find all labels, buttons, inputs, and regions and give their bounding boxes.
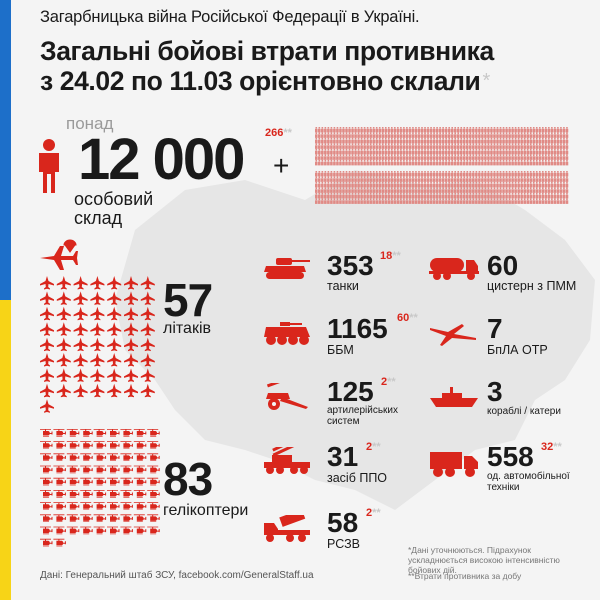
apc-value: 1165 <box>327 314 388 344</box>
tanks-value: 353 <box>327 251 374 281</box>
personnel-value: 12 000 <box>78 128 243 192</box>
uav-value: 7 <box>487 314 503 344</box>
mlrs-label: РСЗВ <box>327 538 360 551</box>
fuel-tanks-label: цистерн з ПММ <box>487 280 576 293</box>
artillery-icon <box>260 383 312 411</box>
uav-label: БпЛА ОТР <box>487 344 548 357</box>
air-defense-delta: 2** <box>366 441 381 453</box>
soldier-pictogram-grid-lower <box>315 171 569 207</box>
title-footnote-mark: * <box>482 70 489 92</box>
truck-icon <box>428 450 480 478</box>
title-line-1: Загальні бойові втрати противника <box>40 36 494 66</box>
person-icon <box>32 138 66 194</box>
fuel-tank-icon <box>428 255 480 281</box>
vehicles-label: од. автомобільної техніки <box>487 471 570 493</box>
helicopters-value: 83 <box>163 455 212 503</box>
apc-label: ББМ <box>327 344 354 357</box>
apc-delta: 60** <box>397 312 418 324</box>
flag-stripe-yellow <box>0 300 11 600</box>
source-credit: Дані: Генеральний штаб ЗСУ, facebook.com… <box>40 570 314 581</box>
ship-icon <box>428 385 480 409</box>
tank-icon <box>262 256 310 280</box>
jet-pictogram-grid <box>40 276 158 415</box>
personnel-plus: + <box>273 150 289 182</box>
helicopter-grid <box>40 428 162 554</box>
parachute-icon <box>63 239 77 253</box>
tanks-label: танки <box>327 280 359 293</box>
air-defense-icon <box>262 447 314 475</box>
helicopter-pictogram-grid <box>40 428 161 550</box>
personnel-delta: 266** <box>265 127 292 139</box>
vehicles-delta: 32** <box>541 441 562 453</box>
mlrs-delta: 2** <box>366 507 381 519</box>
mlrs-value: 58 <box>327 508 358 538</box>
air-defense-label: засіб ППО <box>327 472 387 485</box>
apc-icon <box>262 320 312 346</box>
artillery-value: 125 <box>327 377 374 407</box>
footnote-2: **Втрати противника за добу <box>408 571 521 581</box>
ships-value: 3 <box>487 377 503 407</box>
artillery-label: артилерійських систем <box>327 405 398 427</box>
artillery-delta: 2** <box>381 376 396 388</box>
vehicles-value: 558 <box>487 442 534 472</box>
personnel-label: особовий склад <box>74 190 153 228</box>
page-subtitle: Загарбницька війна Російської Федерації … <box>40 8 419 27</box>
fuel-tanks-value: 60 <box>487 251 518 281</box>
soldier-grid <box>315 127 569 205</box>
aircraft-value: 57 <box>163 276 212 324</box>
aircraft-label: літаків <box>163 320 211 338</box>
page-title: Загальні бойові втрати противника з 24.0… <box>40 36 494 96</box>
drone-icon <box>428 318 478 348</box>
air-defense-value: 31 <box>327 442 358 472</box>
tanks-delta: 18** <box>380 250 401 262</box>
mlrs-icon <box>262 515 314 543</box>
soldier-pictogram-grid <box>315 127 569 166</box>
helicopters-label: гелікоптери <box>163 502 248 520</box>
ships-label: кораблі / катери <box>487 406 561 417</box>
flag-stripe-blue <box>0 0 11 300</box>
aircraft-grid <box>40 276 160 414</box>
title-line-2: з 24.02 по 11.03 орієнтовно склали * <box>40 66 494 96</box>
